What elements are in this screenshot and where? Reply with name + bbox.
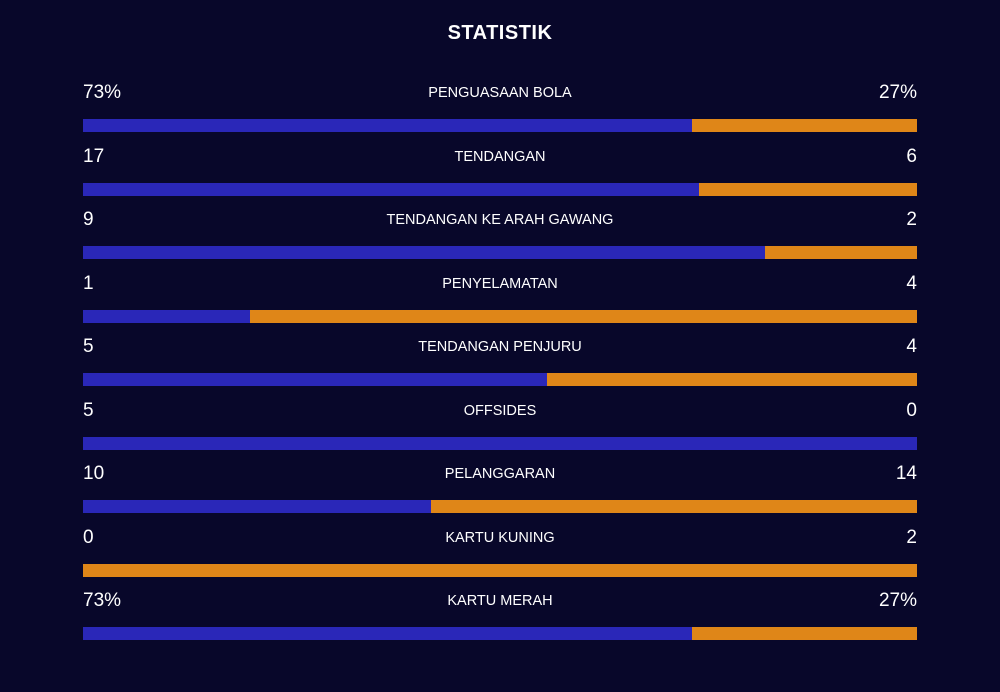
comparison-bar: [83, 119, 917, 132]
away-value: 27%: [878, 82, 917, 103]
stat-row-corners: 5 TENDANGAN PENJURU 4: [83, 334, 917, 398]
home-value: 73%: [83, 82, 122, 103]
stats-list: 73% PENGUASAAN BOLA 27% 17 TENDANGAN 6 9…: [83, 80, 917, 652]
home-value: 5: [83, 336, 94, 357]
away-bar-segment: [430, 500, 917, 513]
stat-label: PENGUASAAN BOLA: [428, 85, 572, 101]
comparison-bar: [83, 627, 917, 640]
away-value: 6: [906, 145, 917, 167]
away-bar-segment: [765, 246, 917, 259]
comparison-bar: [83, 182, 917, 196]
comparison-bar: [83, 373, 917, 386]
home-bar-segment: [83, 246, 766, 259]
home-value: 1: [83, 272, 94, 294]
stat-row-offsides: 5 OFFSIDES 0: [83, 398, 917, 462]
stat-row-shots: 17 TENDANGAN 6: [83, 144, 917, 208]
home-value: 73%: [83, 590, 122, 611]
home-bar-segment: [83, 500, 431, 513]
home-bar-segment: [83, 436, 917, 450]
comparison-bar: [83, 500, 917, 513]
stat-label: TENDANGAN KE ARAH GAWANG: [386, 212, 614, 228]
away-bar-segment: [83, 563, 917, 577]
home-bar-segment: [83, 182, 700, 196]
stat-label: PELANGGARAN: [444, 466, 556, 482]
away-value: 4: [906, 336, 917, 357]
away-value: 2: [906, 209, 917, 230]
home-bar-segment: [83, 373, 547, 386]
home-bar-segment: [83, 627, 692, 640]
stat-label: PENYELAMATAN: [442, 275, 558, 292]
comparison-bar: [83, 246, 917, 259]
away-value: 4: [906, 272, 917, 294]
statistics-title: STATISTIK: [447, 22, 553, 44]
stat-row-fouls: 10 PELANGGARAN 14: [83, 461, 917, 525]
home-value: 9: [83, 209, 94, 230]
away-value: 2: [906, 526, 917, 548]
stat-row-red-cards: 73% KARTU MERAH 27%: [83, 588, 917, 652]
home-bar-segment: [83, 119, 692, 132]
home-value: 0: [83, 526, 94, 548]
stat-label: KARTU KUNING: [445, 529, 555, 546]
away-value: 0: [906, 399, 917, 421]
away-value: 14: [895, 463, 917, 484]
stat-label: TENDANGAN: [454, 148, 546, 165]
away-bar-segment: [249, 309, 917, 323]
home-value: 10: [83, 463, 105, 484]
comparison-bar: [83, 563, 917, 577]
away-bar-segment: [699, 182, 917, 196]
home-value: 17: [83, 145, 105, 167]
stat-label: OFFSIDES: [463, 402, 537, 419]
stat-row-shots-on-target: 9 TENDANGAN KE ARAH GAWANG 2: [83, 207, 917, 271]
stat-label: KARTU MERAH: [447, 593, 553, 609]
stat-label: TENDANGAN PENJURU: [418, 339, 582, 355]
comparison-bar: [83, 309, 917, 323]
comparison-bar: [83, 436, 917, 450]
away-bar-segment: [691, 627, 917, 640]
away-value: 27%: [878, 590, 917, 611]
home-bar-segment: [83, 309, 250, 323]
away-bar-segment: [691, 119, 917, 132]
stat-row-ball-possession: 73% PENGUASAAN BOLA 27%: [83, 80, 917, 144]
stat-row-saves: 1 PENYELAMATAN 4: [83, 271, 917, 335]
home-value: 5: [83, 399, 94, 421]
stat-row-yellow-cards: 0 KARTU KUNING 2: [83, 525, 917, 589]
away-bar-segment: [546, 373, 917, 386]
